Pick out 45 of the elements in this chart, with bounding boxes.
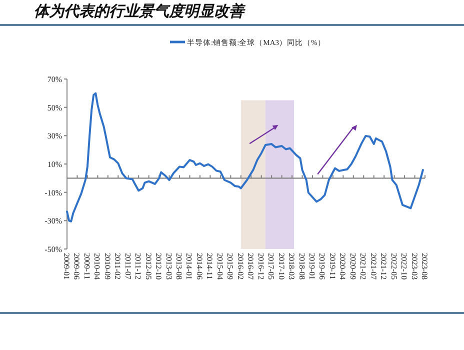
y-tick-label: -50% [44,245,62,254]
x-tick-label: 2014-11 [205,253,214,280]
x-tick-label: 2019-11 [328,253,337,280]
x-tick-label: 2011-02 [113,253,122,280]
x-tick-label: 2018-03 [287,253,296,280]
x-tick-label: 2021-12 [379,253,388,280]
x-tick-label: 2013-03 [164,253,174,280]
y-tick-label: 30% [47,132,62,141]
x-tick-label: 2015-04 [215,253,224,280]
y-tick-label: 10% [47,160,62,169]
x-tick-label: 2014-01 [184,253,194,280]
y-tick-label: 50% [47,103,62,112]
x-tick-label: 2016-07 [246,253,256,280]
y-tick-label: -10% [44,188,62,198]
x-tick-label: 2022-10 [400,253,409,280]
x-tick-label: 2011-12 [134,253,143,280]
x-tick-label: 2014-06 [194,253,204,280]
x-tick-label: 2016-02 [236,253,245,280]
x-tick-label: 2020-09 [348,253,358,280]
x-tick-label: 2023-08 [420,253,429,280]
x-tick-label: 2019-06 [318,253,327,280]
x-tick-label: 2013-08 [174,253,184,280]
x-tick-label: 2009-01 [62,253,71,280]
x-tick-label: 2012-05 [144,253,153,280]
x-tick-label: 2012-10 [154,253,164,280]
x-tick-label: 2017-05 [266,253,276,280]
x-tick-label: 2021-07 [368,253,378,280]
x-tick-label: 2009-06 [72,253,82,280]
x-tick-label: 2011-07 [123,253,132,280]
x-tick-label: 2020-04 [338,253,348,280]
x-tick-label: 2021-02 [358,253,368,280]
x-tick-label: 2018-08 [297,253,306,280]
x-tick-label: 2023-03 [410,253,419,280]
x-tick-label: 2009-11 [82,253,92,280]
y-tick-label: -30% [44,216,62,226]
x-tick-label: 2019-01 [307,253,316,280]
x-tick-label: 2010-04 [92,253,102,280]
x-tick-label: 2022-05 [389,253,398,280]
y-tick-label: 70% [47,75,62,84]
x-tick-label: 2017-10 [276,253,286,280]
x-tick-label: 2015-09 [226,253,235,280]
chart-title: 体为代表的行业景气度明显改善 [34,2,246,20]
x-tick-label: 2010-09 [102,253,112,280]
line-series [66,92,424,222]
x-tick-label: 2016-12 [256,253,266,280]
